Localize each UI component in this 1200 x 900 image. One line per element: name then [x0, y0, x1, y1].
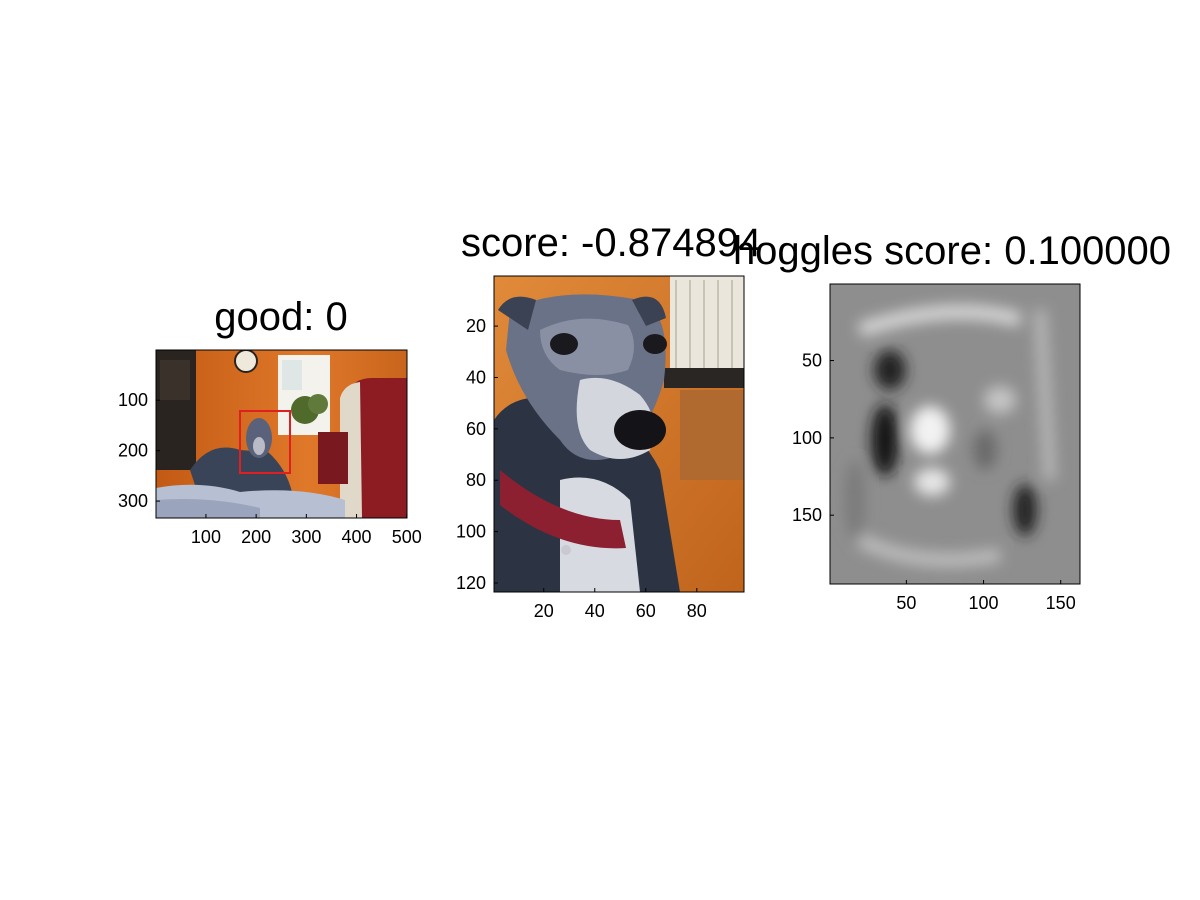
x-tick-label: 60 [636, 601, 656, 621]
y-tick-label: 300 [118, 491, 148, 511]
y-tick-label: 60 [466, 419, 486, 439]
x-tick-label: 400 [342, 527, 372, 547]
x-tick-label: 100 [191, 527, 221, 547]
x-tick-label: 50 [896, 593, 916, 613]
panel-crop-title: score: -0.874894 [461, 221, 761, 265]
y-tick-label: 200 [118, 441, 148, 461]
y-tick-label: 120 [456, 573, 486, 593]
panel-hoggles: hoggles score: 0.100000 50 100 150 50 100 150 [733, 229, 1171, 613]
detection-box [239, 410, 291, 474]
y-tick-label: 150 [792, 505, 822, 525]
x-tick-label: 150 [1046, 593, 1076, 613]
y-tick-label: 50 [802, 351, 822, 371]
x-tick-label: 40 [585, 601, 605, 621]
x-tick-label: 20 [534, 601, 554, 621]
panel-hoggles-title: hoggles score: 0.100000 [733, 229, 1171, 273]
x-tick-label: 300 [291, 527, 321, 547]
panel-scene-title: good: 0 [214, 295, 347, 339]
x-tick-label: 500 [392, 527, 422, 547]
x-tick-label: 80 [687, 601, 707, 621]
panel-scene: good: 0 100 200 3 [118, 295, 422, 547]
y-tick-label: 100 [792, 428, 822, 448]
hoggles-heatmap [830, 284, 1080, 584]
y-tick-label: 40 [466, 367, 486, 387]
y-tick-label: 20 [466, 316, 486, 336]
y-tick-label: 100 [118, 390, 148, 410]
scene-image [156, 350, 407, 518]
y-tick-label: 100 [456, 522, 486, 542]
panel-crop: score: -0.874894 [456, 221, 761, 621]
y-tick-label: 80 [466, 470, 486, 490]
x-tick-label: 100 [969, 593, 999, 613]
x-tick-label: 200 [241, 527, 271, 547]
crop-image [494, 276, 744, 592]
